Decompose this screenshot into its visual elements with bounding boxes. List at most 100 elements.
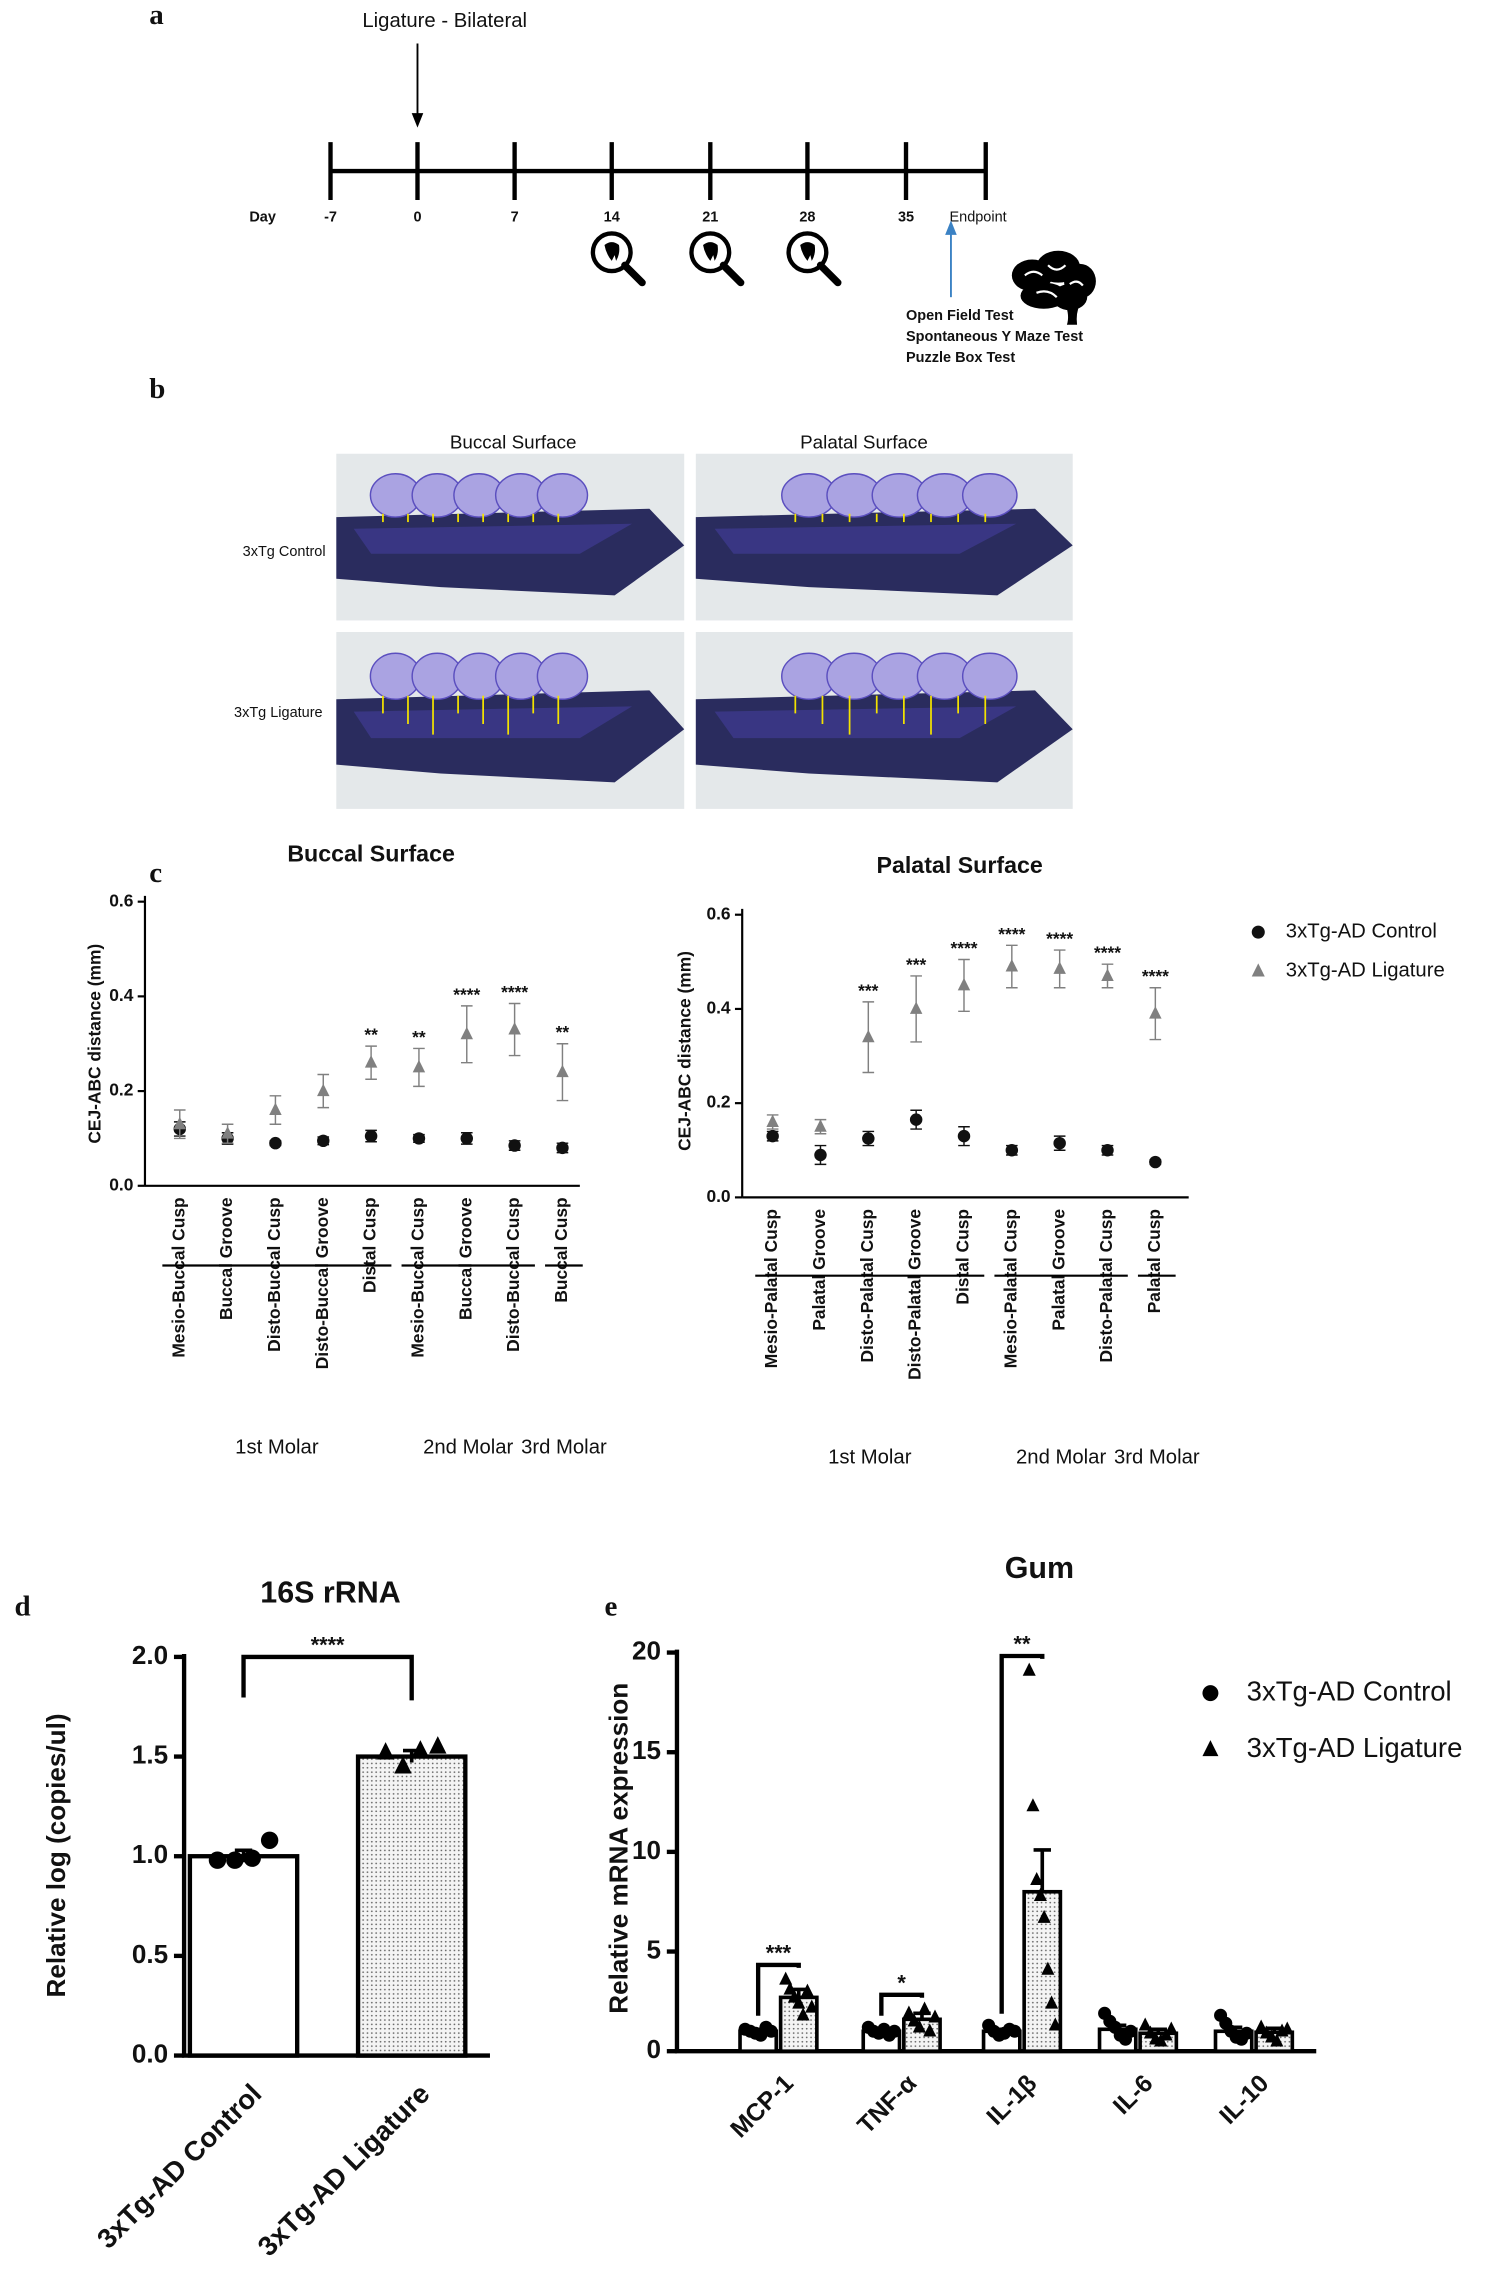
significance-bracket <box>999 1653 1045 2014</box>
panel-label: b <box>149 373 165 405</box>
x-tick-label: Distal Cusp <box>953 1209 973 1305</box>
y-axis-label: Relative log (copies/ul) <box>41 1713 71 1997</box>
y-tick-label: 0.0 <box>109 1174 133 1194</box>
day-label: 0 <box>413 209 421 225</box>
y-tick-label: 1.0 <box>132 1839 168 1869</box>
specimen-photo <box>336 632 685 809</box>
data-point <box>1005 1144 1019 1157</box>
test-label: Open Field Test <box>906 308 1014 324</box>
x-tick-label: Mesio-Buccal Cusp <box>168 1197 188 1357</box>
data-point <box>918 2001 932 2015</box>
data-point <box>173 1116 186 1130</box>
day-label: 35 <box>898 209 914 225</box>
data-point <box>923 2023 937 2037</box>
data-point <box>412 1132 426 1145</box>
x-tick-label: Buccal Groove <box>216 1197 236 1320</box>
data-point <box>1037 1909 1051 1923</box>
significance-label: * <box>897 1970 906 1995</box>
panel-label: c <box>149 857 162 889</box>
timeline-title: Ligature - Bilateral <box>362 10 527 32</box>
brain-folds <box>1024 264 1084 298</box>
brain-stem <box>1065 304 1080 325</box>
jaw-highlight <box>353 523 633 554</box>
y-tick-label: 0.6 <box>706 903 730 923</box>
x-tick-label: 3xTg-AD Control <box>91 2078 268 2255</box>
significance-label: *** <box>858 980 879 1000</box>
group-label: 1st Molar <box>235 1437 319 1459</box>
panel-label: e <box>604 1591 617 1623</box>
data-point <box>1005 959 1019 972</box>
significance-label: **** <box>998 924 1025 944</box>
y-tick-label: 15 <box>632 1735 661 1765</box>
data-point <box>1254 2019 1268 2033</box>
legend-label: 3xTg-AD Ligature <box>1247 1732 1463 1763</box>
data-point <box>556 1064 569 1078</box>
chart-title: Buccal Surface <box>287 840 455 866</box>
panel-label: a <box>149 0 164 31</box>
data-point <box>902 2005 916 2019</box>
data-point <box>269 1102 282 1116</box>
data-point <box>887 2024 901 2038</box>
tooth-icon <box>604 242 620 261</box>
x-tick-label: Mesio-Buccal Cusp <box>408 1197 428 1357</box>
data-point <box>243 1849 261 1867</box>
data-point <box>805 1999 819 2013</box>
significance-label: ** <box>364 1025 378 1045</box>
group-label: 2nd Molar <box>423 1437 513 1459</box>
data-point <box>1030 1871 1044 1886</box>
day-label: 7 <box>511 209 519 225</box>
x-tick-label: Buccal Groove <box>455 1197 475 1320</box>
data-point <box>460 1026 474 1040</box>
data-point <box>221 1126 234 1139</box>
x-tick-label: 3xTg-AD Ligature <box>251 2078 435 2262</box>
significance-label: ** <box>556 1022 570 1042</box>
data-point <box>1149 1006 1162 1019</box>
tooth <box>536 652 589 700</box>
panel-label: d <box>14 1591 30 1623</box>
day-label: -7 <box>324 209 337 225</box>
data-point <box>460 1132 474 1145</box>
data-point <box>814 1148 827 1162</box>
y-axis-label: Relative mRNA expression <box>603 1683 633 2014</box>
data-point <box>1026 1798 1040 1812</box>
significance-label: **** <box>1094 943 1121 963</box>
data-point <box>862 1029 875 1043</box>
y-axis-label: CEJ-ABC distance (mm) <box>674 951 694 1151</box>
data-point <box>1143 2025 1157 2039</box>
data-point <box>1008 2024 1022 2038</box>
photo-row-label: 3xTg Control <box>243 544 326 560</box>
jaw-highlight <box>714 706 1017 739</box>
arrow-head <box>411 113 424 128</box>
data-point <box>317 1083 330 1097</box>
test-arrow-head <box>945 220 957 235</box>
legend-marker <box>1251 963 1265 977</box>
data-point <box>376 1742 395 1760</box>
data-point <box>1149 1155 1162 1169</box>
data-point <box>556 1141 569 1155</box>
x-tick-label: Mesio-Palatal Cusp <box>1000 1209 1020 1368</box>
x-tick-label: Palatal Cusp <box>1144 1209 1164 1313</box>
data-point <box>508 1139 521 1152</box>
error-bar <box>1033 1848 1051 1892</box>
data-point <box>260 1831 279 1849</box>
significance-label: *** <box>906 954 927 974</box>
data-point <box>1053 1136 1066 1150</box>
data-point <box>1101 968 1114 981</box>
day-label: 14 <box>604 209 620 225</box>
data-point <box>909 1001 923 1014</box>
test-label: Spontaneous Y Maze Test <box>906 329 1083 345</box>
x-tick-label: Distal Cusp <box>360 1197 380 1293</box>
day-axis-label: Day <box>249 209 276 225</box>
bar <box>355 1754 468 2058</box>
data-point <box>766 1129 779 1143</box>
data-point <box>208 1851 227 1869</box>
group-label: 2nd Molar <box>1016 1447 1106 1469</box>
data-point <box>1240 2026 1254 2040</box>
brain-lobe <box>1052 284 1088 311</box>
brain-icon <box>1011 250 1096 325</box>
significance-label: **** <box>501 982 528 1002</box>
data-point <box>411 1740 430 1758</box>
specimen-photo <box>695 632 1073 809</box>
significance-label: **** <box>453 984 480 1004</box>
